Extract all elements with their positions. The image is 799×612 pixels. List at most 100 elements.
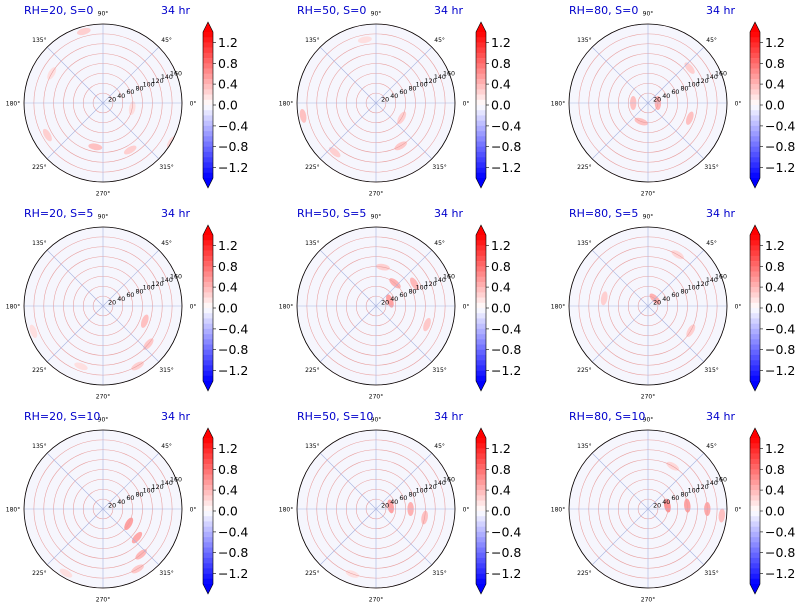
colorbar-segment xyxy=(750,490,760,496)
field-value xyxy=(423,317,431,332)
angle-tick-label: 0° xyxy=(463,304,470,311)
radial-tick-label: 140 xyxy=(161,480,173,487)
field-value xyxy=(684,62,695,74)
colorbar-segment xyxy=(476,302,486,309)
polar-frame xyxy=(568,429,728,589)
colorbar-segment xyxy=(203,557,213,564)
angle-tick-label: 45° xyxy=(706,37,717,44)
colorbar-segment xyxy=(203,131,213,137)
colorbar-segment xyxy=(476,255,486,262)
colorbar-segment xyxy=(203,495,213,501)
colorbar-segment xyxy=(476,563,486,569)
radial-tick-label: 80 xyxy=(680,288,688,295)
colorbar-segment xyxy=(750,443,760,449)
angle-tick-label: 0° xyxy=(735,304,742,311)
angular-gridline xyxy=(319,305,377,363)
colorbar-tick-label: −1.2 xyxy=(765,566,795,581)
colorbar-tick-label: 0.0 xyxy=(218,98,238,113)
colorbar-segment xyxy=(203,271,213,278)
colorbar-segment xyxy=(476,453,486,460)
colorbar-segment xyxy=(476,281,486,288)
colorbar-tick-label: −1.2 xyxy=(765,160,795,175)
colorbar-segment xyxy=(750,136,760,142)
colorbar-tick-label: −1.2 xyxy=(491,363,521,378)
colorbar-segment xyxy=(476,52,486,59)
radial-tick-label: 40 xyxy=(390,499,398,506)
colorbar-segment xyxy=(476,354,486,361)
colorbar-segment xyxy=(476,120,486,127)
polar-panel: 0°45°90°135°180°225°270°315°204060801001… xyxy=(6,207,197,401)
colorbar-segment xyxy=(203,469,213,475)
angular-gridline xyxy=(46,46,104,104)
angular-gridline xyxy=(102,46,160,104)
colorbar-tick-label: −0.4 xyxy=(218,321,248,336)
colorbar-extend-min xyxy=(750,381,760,391)
colorbar-tick-label: 0.8 xyxy=(218,56,238,71)
angle-tick-label: 90° xyxy=(643,417,654,424)
colorbar-segment xyxy=(750,250,760,257)
polar-frame xyxy=(296,23,456,183)
angular-gridline xyxy=(102,508,160,566)
angular-gridline xyxy=(375,452,433,510)
colorbar-tick-label: 1.2 xyxy=(218,238,238,253)
colorbar-tick-label: 0.8 xyxy=(218,462,238,477)
colorbar-segment xyxy=(476,339,486,345)
radial-tick-label: 100 xyxy=(416,285,428,292)
panel-title: RH=50, S=5 xyxy=(297,207,366,220)
colorbar-segment xyxy=(750,500,760,507)
angular-gridline xyxy=(647,46,705,104)
colorbar-segment xyxy=(750,375,760,382)
polar-panel: 0°45°90°135°180°225°270°315°204060801001… xyxy=(6,410,197,604)
angle-tick-label: 135° xyxy=(577,443,591,450)
radial-tick-label: 80 xyxy=(408,491,416,498)
radial-tick-label: 120 xyxy=(697,281,709,288)
colorbar-segment xyxy=(476,276,486,283)
colorbar-outline xyxy=(475,21,487,189)
radial-tick-label: 120 xyxy=(152,484,164,491)
angular-gridline xyxy=(591,102,649,160)
field-value xyxy=(328,147,341,158)
angular-gridline xyxy=(319,508,377,566)
colorbar-segment xyxy=(203,89,213,95)
colorbar-segment xyxy=(203,505,213,512)
colorbar-segment xyxy=(203,255,213,262)
colorbar-segment xyxy=(750,52,760,59)
polar-panel: 0°45°90°135°180°225°270°315°204060801001… xyxy=(6,4,197,198)
radial-tick-label: 60 xyxy=(671,495,679,502)
polar-frame xyxy=(23,226,183,386)
radial-tick-label: 100 xyxy=(688,488,700,495)
field-value xyxy=(386,294,394,308)
colorbar-segment xyxy=(476,245,486,251)
colorbar-segment xyxy=(750,84,760,90)
angular-gridline xyxy=(46,305,104,363)
radial-tick-label: 120 xyxy=(152,281,164,288)
polar-panel: 0°45°90°135°180°225°270°315°204060801001… xyxy=(279,207,470,401)
angular-gridline xyxy=(46,452,104,510)
colorbar-segment xyxy=(203,339,213,345)
radial-tick-label: 40 xyxy=(117,296,125,303)
colorbar-segment xyxy=(476,443,486,449)
colorbar-segment xyxy=(750,245,760,251)
colorbar-segment xyxy=(203,464,213,470)
colorbar-segment xyxy=(750,552,760,559)
radial-tick-label: 100 xyxy=(143,488,155,495)
colorbar-segment xyxy=(203,151,213,158)
angle-tick-label: 180° xyxy=(6,304,20,311)
colorbar-segment xyxy=(476,297,486,304)
radial-tick-label: 140 xyxy=(706,277,718,284)
colorbar-tick-label: −0.8 xyxy=(765,545,795,560)
colorbar-segment xyxy=(203,47,213,54)
field-value xyxy=(410,277,419,291)
panel-time-label: 34 hr xyxy=(706,207,735,220)
colorbar-segment xyxy=(476,84,486,90)
colorbar-segment xyxy=(750,99,760,106)
angular-gridline xyxy=(375,102,433,160)
angle-tick-label: 135° xyxy=(32,240,46,247)
colorbar-tick-label: −1.2 xyxy=(218,160,248,175)
field-value xyxy=(299,108,307,123)
colorbar-segment xyxy=(750,344,760,351)
colorbar-tick-label: −0.4 xyxy=(765,118,795,133)
colorbar-tick-label: 0.0 xyxy=(491,301,511,316)
angle-tick-label: 90° xyxy=(98,417,109,424)
colorbar-tick-label: −0.4 xyxy=(491,524,521,539)
